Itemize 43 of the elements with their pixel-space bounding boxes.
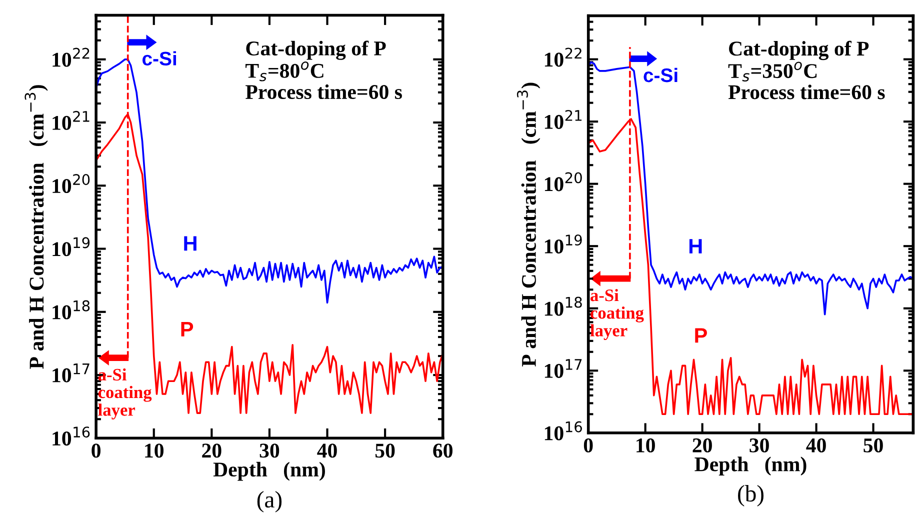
y-tick-label: 10$^{21}$ xyxy=(544,110,582,129)
y-axis-title: P and H Concentration (cm$^{−3}$) xyxy=(516,82,540,366)
x-axis-title: Depth (nm) xyxy=(694,456,806,476)
y-tick-label: 10$^{21}$ xyxy=(52,110,90,130)
x-tick-label: 30 xyxy=(260,444,280,458)
y-axis-title: P and H Concentration (cm$^{−3}$) xyxy=(24,85,48,369)
y-tick-label: 10$^{20}$ xyxy=(52,174,90,194)
x-tick-label: 40 xyxy=(806,438,826,452)
text: (a) xyxy=(257,491,282,512)
y-tick-label: 10$^{16}$ xyxy=(52,426,90,446)
series-label: H xyxy=(184,236,196,251)
x-tick-label: 20 xyxy=(692,438,712,452)
y-tick-label: 10$^{20}$ xyxy=(544,172,582,192)
text: (b) xyxy=(738,485,764,506)
y-tick-label: 10$^{17}$ xyxy=(52,364,90,382)
series-label: P xyxy=(181,322,194,336)
x-tick-label: 0 xyxy=(584,438,593,452)
y-tick-label: 10$^{18}$ xyxy=(52,300,90,320)
x-tick-label: 60 xyxy=(433,444,452,458)
annotation: Cat-doping of P T$_{s}$=80$^{o}$C Process time=60 s xyxy=(246,40,402,100)
y-tick-label: 10$^{22}$ xyxy=(544,48,582,67)
y-tick-label: 10$^{22}$ xyxy=(52,48,90,67)
x-tick-label: 40 xyxy=(317,444,337,458)
annotation: c-Si xyxy=(644,68,678,82)
series-label: P xyxy=(695,328,707,343)
annotation: a-Si coating layer xyxy=(590,288,644,340)
x-tick-label: 0 xyxy=(92,444,100,458)
y-tick-label: 10$^{19}$ xyxy=(52,237,90,256)
series-label: H xyxy=(689,239,702,254)
x-tick-label: 20 xyxy=(202,444,222,458)
x-axis-title: Depth (nm) xyxy=(213,462,325,481)
y-tick-label: 10$^{18}$ xyxy=(544,296,582,316)
x-tick-label: 50 xyxy=(375,444,395,458)
x-tick-label: 50 xyxy=(864,438,883,452)
x-tick-label: 10 xyxy=(145,444,164,458)
annotation: Cat-doping of P T$_{s}$=350$^{o}$C Process time=60 s xyxy=(728,40,885,100)
y-tick-label: 10$^{16}$ xyxy=(544,421,582,440)
annotation: a-Si coating layer xyxy=(98,368,152,420)
y-tick-label: 10$^{19}$ xyxy=(544,234,582,254)
annotation: c-Si xyxy=(142,51,176,66)
x-tick-label: 10 xyxy=(636,438,655,452)
x-tick-label: 30 xyxy=(750,438,769,452)
y-tick-label: 10$^{17}$ xyxy=(544,359,582,378)
